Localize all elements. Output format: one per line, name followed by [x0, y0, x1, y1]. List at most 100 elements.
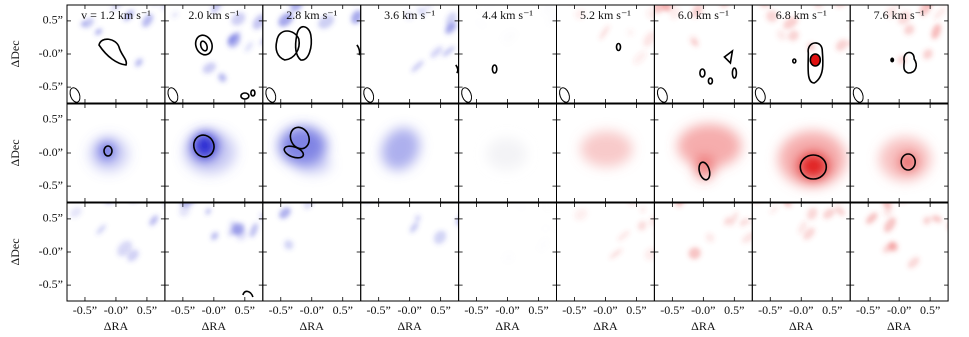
noise-blob: [964, 16, 969, 28]
noise-blob: [765, 211, 783, 228]
noise-blob: [259, 212, 263, 222]
noise-blob: [340, 157, 352, 168]
noise-blob: [951, 198, 969, 218]
noise-blob: [644, 155, 661, 175]
noise-blob: [169, 238, 180, 251]
noise-blob: [455, 212, 459, 224]
x-tick-label: 0.5”: [528, 303, 548, 317]
y-tick-label: -0.5”: [39, 79, 63, 93]
noise-blob: [663, 5, 671, 12]
noise-blob: [848, 38, 851, 47]
panel: -0.5” -0.0” 0.5” ΔRA: [458, 202, 558, 333]
noise-blob: [202, 62, 217, 74]
noise-panel: [574, 5, 655, 65]
x-axis-label: ΔRA: [202, 319, 227, 333]
noise-blob: [705, 233, 715, 243]
noise-blob: [543, 194, 557, 212]
noise-panel: [270, 141, 378, 250]
panel-label: 2.8 km s⁻¹: [286, 8, 337, 22]
noise-blob: [362, 176, 378, 193]
noise-blob: [205, 208, 211, 215]
noise-blob: [474, 224, 491, 240]
noise-blob: [566, 29, 585, 46]
x-tick-label: -0.5”: [171, 303, 195, 317]
noise-blob: [699, 180, 711, 192]
noise-blob: [448, 150, 463, 167]
noise-blob: [303, 203, 314, 210]
noise-blob: [766, 10, 778, 23]
y-tick-label: -0.0”: [39, 145, 63, 159]
noise-blob: [148, 0, 163, 3]
noise-blob: [368, 0, 380, 2]
noise-blob: [297, 176, 309, 195]
noise-blob: [392, 181, 411, 200]
noise-blob: [759, 179, 768, 193]
noise-blob: [430, 46, 443, 58]
noise-blob: [433, 230, 447, 245]
noise-blob: [80, 20, 87, 27]
noise-blob: [354, 160, 365, 171]
y-axis-label: ΔDec: [8, 40, 22, 67]
panel-label: 3.6 km s⁻¹: [384, 8, 435, 22]
noise-blob: [360, 141, 373, 152]
noise-blob: [234, 153, 252, 169]
beam: [656, 87, 668, 103]
panel: 4.4 km s⁻¹: [458, 4, 558, 104]
noise-panel: [866, 198, 969, 269]
panel-label: 6.8 km s⁻¹: [776, 8, 827, 22]
noise-blob: [931, 215, 942, 223]
noise-blob: [179, 203, 191, 217]
noise-blob: [777, 182, 785, 190]
noise-blob: [783, 203, 792, 208]
noise-blob: [357, 189, 365, 199]
noise-blob: [502, 174, 521, 193]
noise-blob: [682, 175, 698, 191]
noise-blob: [510, 186, 523, 199]
contours: [98, 25, 917, 298]
panel-label: 4.4 km s⁻¹: [482, 8, 533, 22]
x-tick-label: -0.5”: [73, 303, 97, 317]
noise-blob: [737, 0, 755, 2]
noise-blob: [888, 0, 898, 1]
noise-blob: [232, 223, 245, 236]
noise-blob: [270, 171, 287, 189]
noise-blob: [128, 182, 141, 195]
noise-blob: [114, 183, 125, 199]
noise-blob: [70, 207, 82, 218]
noise-blob: [117, 240, 133, 257]
noise-blob: [463, 2, 476, 14]
noise-blob: [171, 179, 183, 190]
noise-blob: [788, 30, 799, 42]
panel: -0.5” -0.0” 0.5” ΔRA: [653, 202, 753, 333]
noise-panel: [675, 179, 783, 260]
noise-blob: [82, 18, 94, 29]
noise-blob: [886, 6, 897, 19]
panel-label: 5.2 km s⁻¹: [580, 8, 631, 22]
noise-blob: [259, 33, 263, 45]
noise-blob: [123, 10, 134, 21]
noise-blob: [599, 25, 610, 40]
noise-blob: [149, 215, 159, 226]
noise-blob: [609, 248, 623, 259]
noise-blob: [231, 12, 246, 26]
noise-blob: [922, 49, 933, 60]
noise-blob: [290, 5, 303, 12]
panel-frame: [458, 202, 558, 302]
noise-blob: [644, 247, 655, 261]
x-tick-label: -0.0”: [104, 303, 128, 317]
noise-blob: [724, 216, 731, 226]
beam: [363, 87, 375, 103]
noise-blob: [627, 203, 636, 206]
noise-blur: [278, 5, 361, 29]
x-tick-label: -0.5”: [758, 303, 782, 317]
noise-blob: [904, 24, 915, 35]
noise-blob: [947, 221, 949, 231]
noise-blob: [459, 138, 473, 151]
noise-blob: [402, 170, 415, 182]
noise-blob: [216, 177, 231, 191]
noise-blob: [739, 218, 750, 227]
noise-blob: [559, 174, 568, 186]
panel-label: 7.6 km s⁻¹: [874, 8, 925, 22]
noise-blob: [445, 12, 457, 28]
